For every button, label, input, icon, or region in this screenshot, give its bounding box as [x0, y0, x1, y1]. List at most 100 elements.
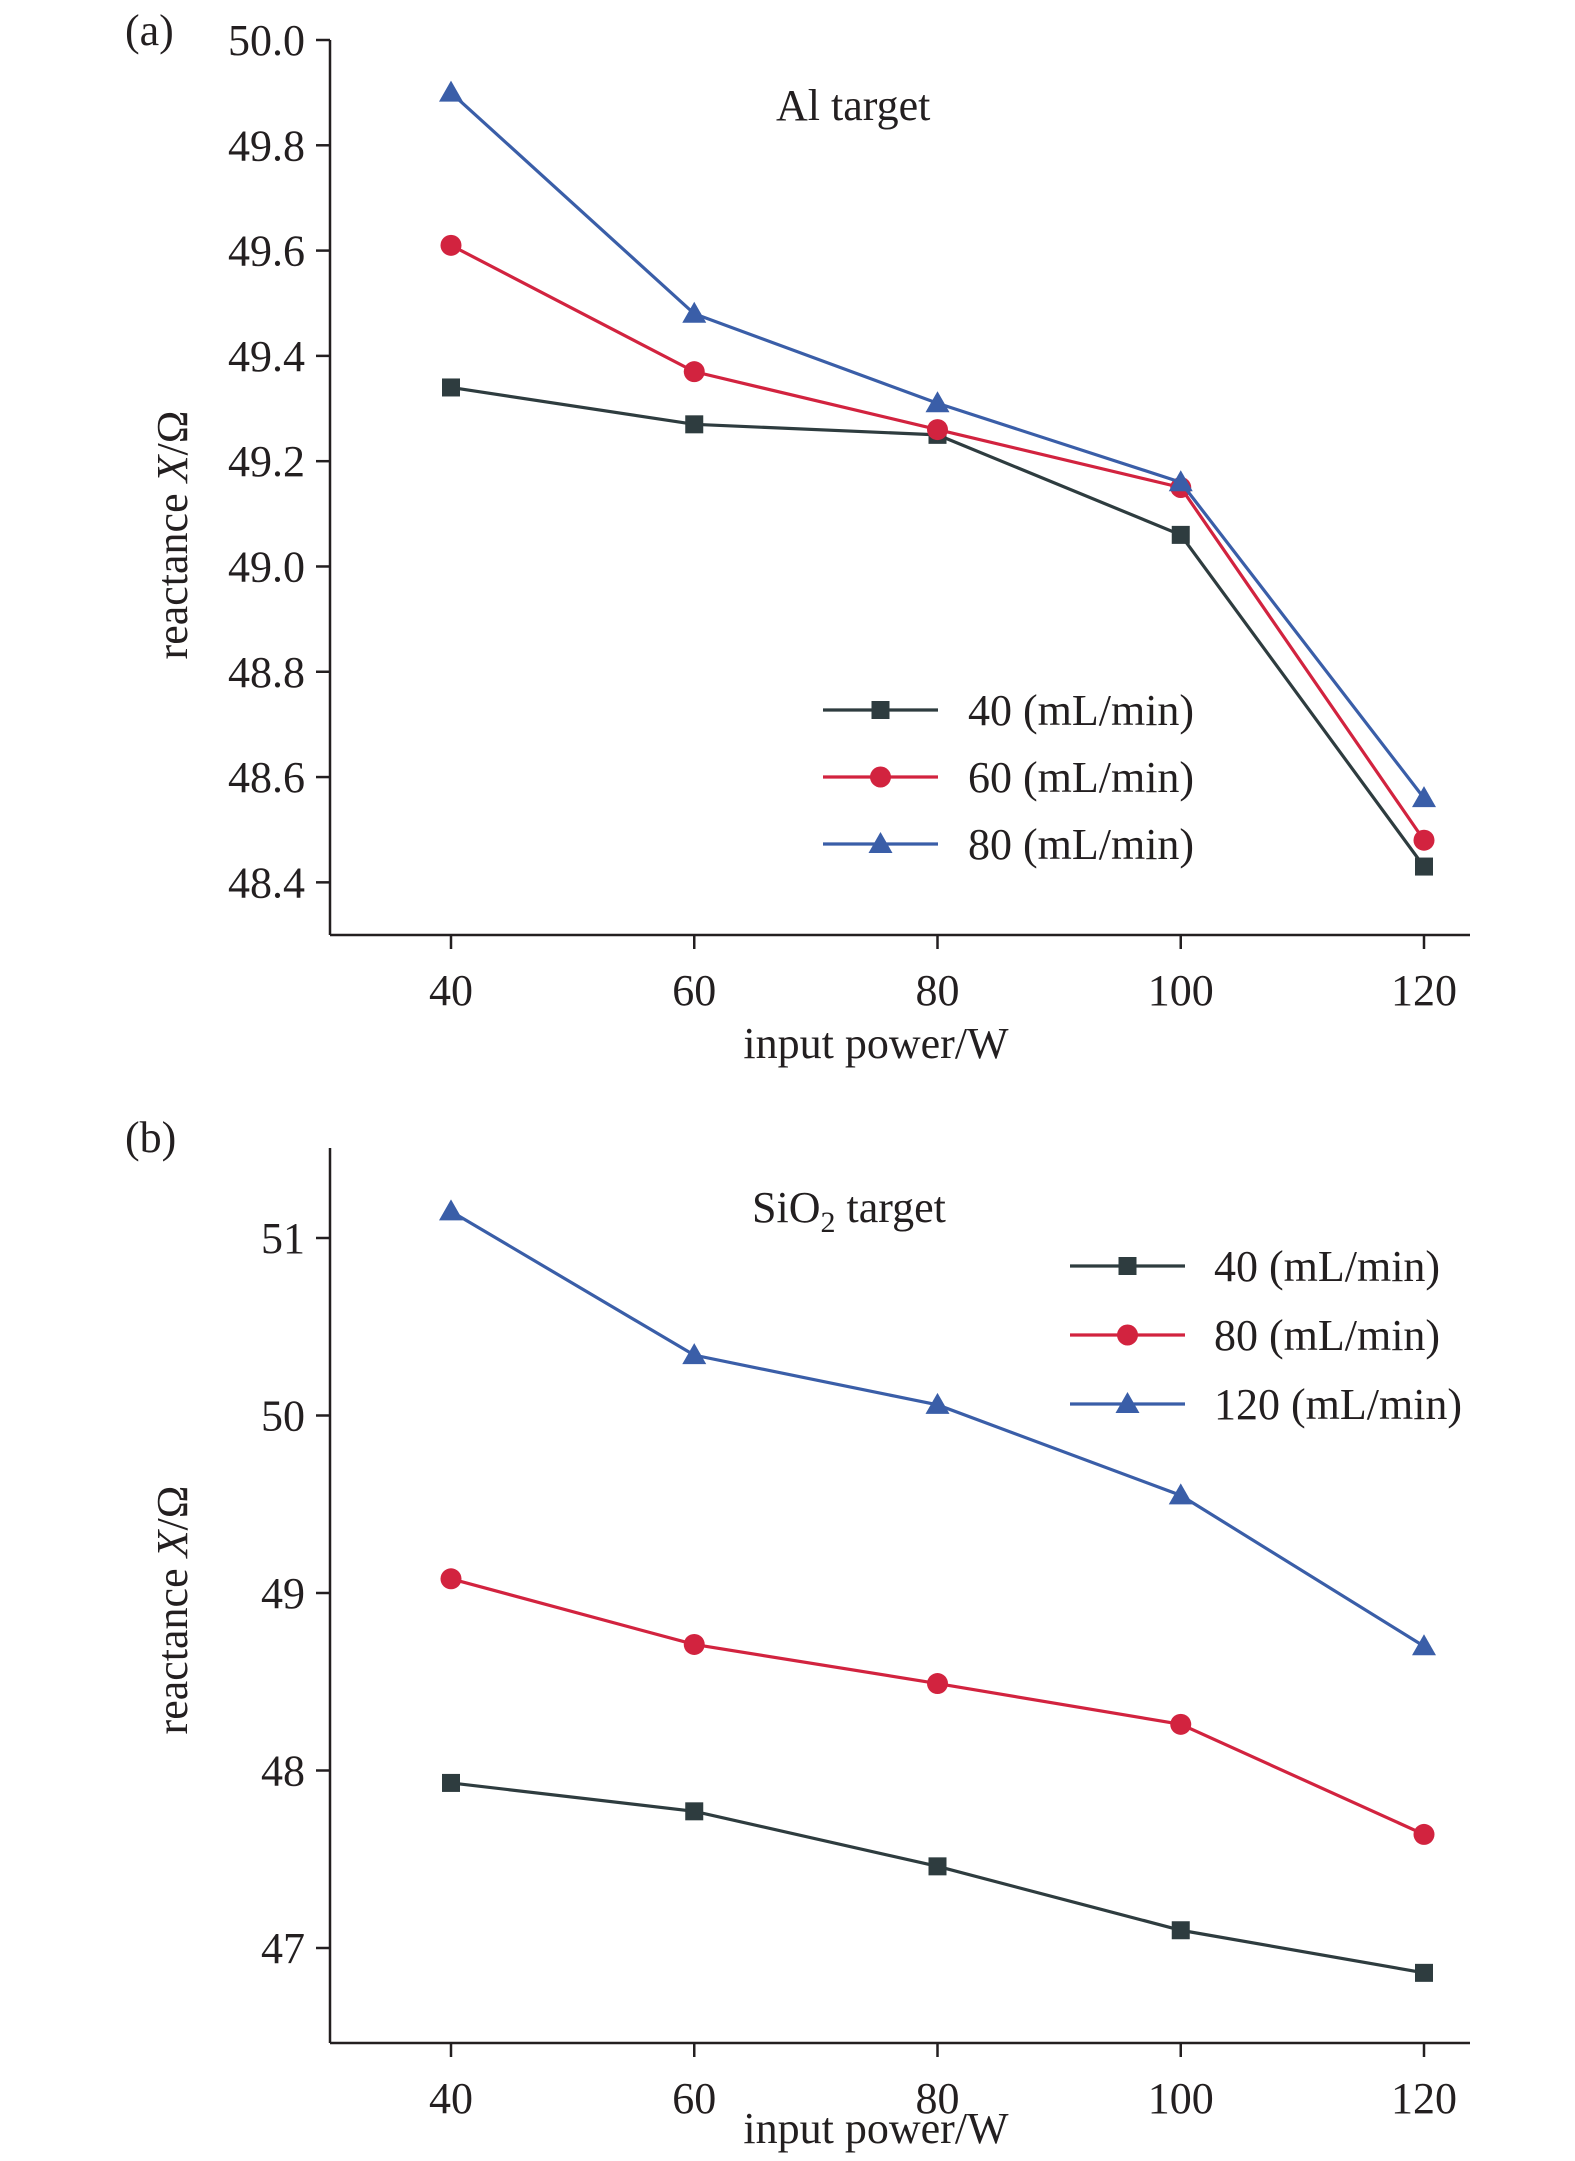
panel-a-series-line: [449, 91, 1426, 800]
panel-b-series-line: [450, 1781, 1425, 1975]
panel-b-data-point: [925, 1392, 950, 1414]
panel-b-annotation: SiO2 target: [752, 1183, 946, 1239]
panel-b-y-title-var: X: [148, 1528, 197, 1559]
panel-a-series-2: [440, 234, 1435, 851]
panel-a-y-tick-label: 48.6: [228, 753, 305, 802]
panel-b-x-ticks: 40 60 80 100 120: [429, 2043, 1457, 2123]
panel-a-y-axis-title: reactance X/Ω: [148, 411, 197, 660]
panel-a-data-point: [925, 391, 950, 413]
panel-b-data-point: [1171, 1921, 1190, 1940]
panel-a-data-point: [1412, 786, 1436, 808]
panel-a-y-tick-label: 49.2: [228, 437, 305, 486]
panel-a-legend-label: 60 (mL/min): [968, 753, 1194, 802]
panel-b-data-point: [1170, 1713, 1192, 1735]
panel-b-data-point: [928, 1857, 947, 1876]
panel-a: (a) Al target 48.4 48.6 48.8 49.0 49.2 49.4 49…: [125, 6, 1470, 1068]
panel-a-y-tick-label: 50.0: [228, 16, 305, 65]
panel-b-annotation-post: target: [835, 1183, 945, 1232]
panel-a-y-ticks: 48.4 48.6 48.8 49.0 49.2 49.4 49.6 49.8 50.0: [228, 16, 330, 907]
panel-b-y-tick-label: 50: [261, 1392, 305, 1441]
panel-b-legend-label: 40 (mL/min): [1214, 1242, 1440, 1291]
panel-a-legend-item: 60 (mL/min): [823, 753, 1194, 802]
panel-b-legend: 40 (mL/min) 80 (mL/min) 120 (mL/min): [1070, 1242, 1462, 1429]
panel-b-legend-marker: [1118, 1257, 1137, 1275]
panel-a-x-tick-label: 60: [672, 966, 716, 1015]
panel-a-y-tick-label: 48.8: [228, 648, 305, 697]
panel-b-legend-label: 120 (mL/min): [1214, 1380, 1462, 1429]
panel-a-data-point: [1413, 829, 1435, 851]
panel-a-data-point: [442, 378, 460, 397]
panel-a-data-point: [1171, 525, 1190, 544]
panel-a-y-tick-label: 49.0: [228, 542, 305, 591]
panel-a-legend-label: 40 (mL/min): [968, 686, 1194, 735]
panel-b-annotation-sub: 2: [820, 1206, 835, 1239]
panel-b-data-point: [440, 1568, 462, 1590]
panel-b-x-tick-label: 120: [1391, 2074, 1457, 2123]
panel-b-y-axis-title: reactance X/Ω: [148, 1486, 197, 1735]
panel-a-y-tick-label: 49.8: [228, 121, 305, 170]
panel-b-annotation-pre: SiO: [752, 1183, 820, 1232]
panel-b-data-point: [685, 1802, 704, 1821]
panel-b-legend-marker: [1117, 1324, 1138, 1346]
panel-b-legend-item: 40 (mL/min): [1070, 1242, 1440, 1291]
panel-b-x-tick-label: 80: [916, 2074, 960, 2123]
panel-b-series-2: [440, 1568, 1435, 1845]
panel-b-series-line: [450, 1577, 1425, 1836]
panel-a-data-point: [439, 80, 463, 102]
panel-b-y-tick-label: 49: [261, 1569, 305, 1618]
panel-b-data-point: [1168, 1483, 1193, 1505]
panel-b: (b) SiO2 target 47 48 49 50 51 40 60 80 100 120 …: [125, 1113, 1470, 2153]
panel-b-data-point: [683, 1633, 705, 1655]
panel-a-legend-marker: [870, 766, 891, 788]
panel-b-data-point: [1412, 1634, 1436, 1656]
panel-a-label: (a): [125, 6, 174, 55]
panel-a-x-tick-label: 40: [429, 966, 473, 1015]
panel-a-y-title-unit: /Ω: [148, 411, 197, 456]
panel-b-y-title-unit: /Ω: [148, 1486, 197, 1531]
panel-b-label: (b): [125, 1113, 176, 1162]
panel-a-data-point: [927, 419, 948, 441]
panel-b-x-tick-label: 100: [1148, 2074, 1214, 2123]
panel-b-y-tick-label: 48: [261, 1747, 305, 1796]
panel-a-x-tick-label: 120: [1391, 966, 1457, 1015]
panel-b-data-point: [1415, 1963, 1433, 1982]
panel-a-y-tick-label: 49.6: [228, 227, 305, 276]
panel-a-series-3: [439, 80, 1436, 808]
panel-a-data-point: [682, 301, 707, 323]
panel-a-data-point: [683, 361, 705, 383]
panel-b-x-axis-title: input power/W: [743, 2104, 1009, 2153]
panel-a-data-point: [685, 415, 704, 434]
panel-b-x-tick-label: 40: [429, 2074, 473, 2123]
panel-b-legend-item: 80 (mL/min): [1070, 1311, 1440, 1360]
panel-a-legend-marker: [871, 701, 890, 719]
panel-b-data-point: [439, 1199, 463, 1221]
panel-b-legend-marker: [1115, 1392, 1140, 1413]
panel-b-data-point: [1413, 1823, 1435, 1845]
panel-a-legend-marker: [868, 832, 893, 853]
panel-a-data-point: [1168, 470, 1193, 492]
panel-b-series: [439, 1199, 1436, 1982]
panel-b-y-ticks: 47 48 49 50 51: [261, 1214, 330, 1973]
panel-a-y-tick-label: 48.4: [228, 858, 305, 907]
panel-a-y-title-pre: reactance: [148, 482, 197, 659]
panel-b-data-point: [682, 1343, 707, 1365]
panel-a-legend-item: 80 (mL/min): [823, 820, 1194, 869]
panel-b-x-tick-label: 60: [672, 2074, 716, 2123]
panel-a-legend-item: 40 (mL/min): [823, 686, 1194, 735]
panel-b-y-tick-label: 47: [261, 1924, 305, 1973]
panel-a-data-point: [1415, 857, 1433, 876]
panel-a-series: [439, 80, 1436, 876]
panel-b-series-3: [439, 1199, 1436, 1656]
panel-b-y-title-pre: reactance: [148, 1557, 197, 1734]
panel-a-x-tick-label: 80: [916, 966, 960, 1015]
panel-a-legend: 40 (mL/min) 60 (mL/min) 80 (mL/min): [823, 686, 1194, 869]
panel-b-data-point: [442, 1773, 460, 1792]
panel-a-x-ticks: 40 60 80 100 120: [429, 935, 1457, 1015]
panel-a-annotation: Al target: [776, 81, 930, 130]
panel-b-series-1: [442, 1773, 1433, 1982]
panel-b-data-point: [927, 1673, 948, 1695]
panel-a-series-1: [442, 378, 1433, 876]
panel-a-legend-label: 80 (mL/min): [968, 820, 1194, 869]
panel-b-y-tick-label: 51: [261, 1214, 305, 1263]
